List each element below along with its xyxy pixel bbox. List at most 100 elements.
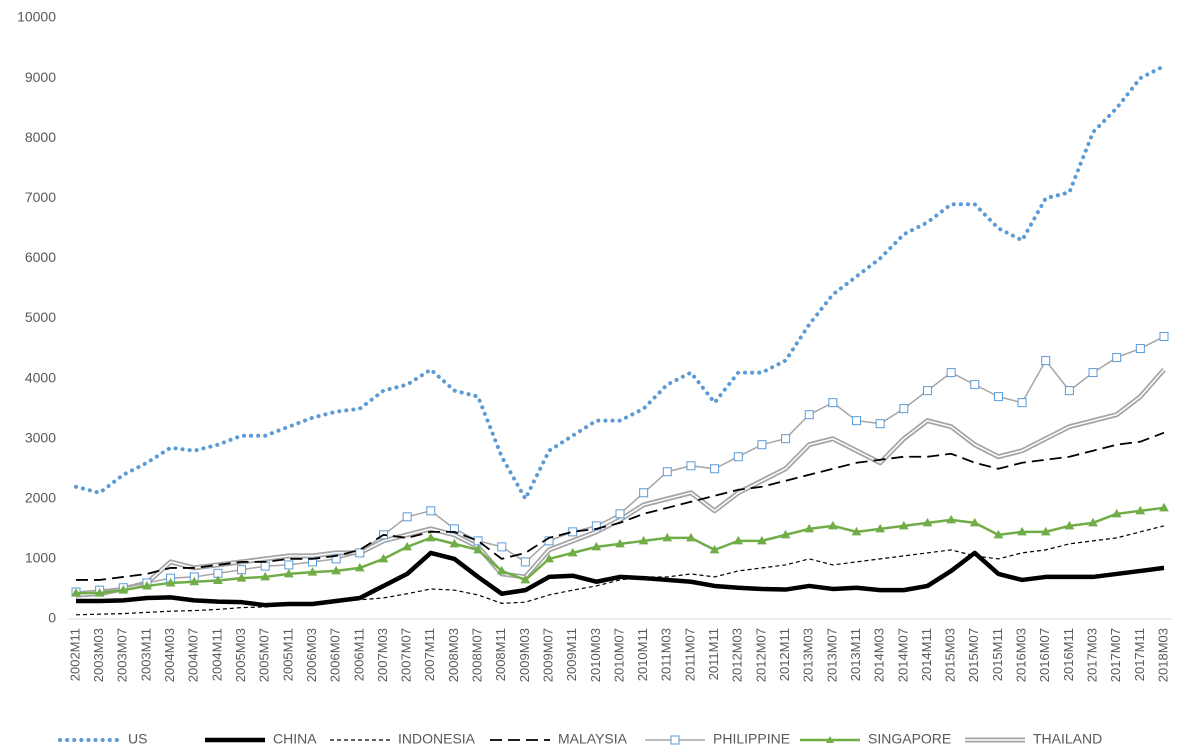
point-marker bbox=[686, 461, 696, 471]
point-marker bbox=[969, 517, 980, 527]
point-marker bbox=[970, 380, 980, 390]
point-marker bbox=[284, 568, 294, 578]
point-marker bbox=[851, 526, 862, 536]
series-line bbox=[75, 335, 1165, 593]
legend-label: SINGAPORE bbox=[868, 731, 951, 747]
point-marker bbox=[946, 514, 956, 524]
point-marker bbox=[189, 576, 200, 586]
x-tick-label: 2015M11 bbox=[990, 628, 1005, 681]
x-tick-label: 2010M07 bbox=[611, 628, 626, 682]
x-tick-label: 2004M07 bbox=[186, 628, 201, 682]
point-marker bbox=[402, 512, 412, 522]
point-marker bbox=[426, 506, 436, 516]
y-tick-label: 1000 bbox=[25, 550, 56, 566]
x-tick-label: 2005M07 bbox=[257, 628, 272, 682]
point-marker bbox=[1135, 344, 1145, 354]
point-marker bbox=[1112, 353, 1122, 363]
point-marker bbox=[402, 541, 412, 551]
x-tick-label: 2014M07 bbox=[895, 628, 910, 682]
point-marker bbox=[355, 548, 365, 558]
x-tick-label: 2016M03 bbox=[1014, 628, 1029, 682]
point-marker bbox=[1017, 526, 1027, 536]
y-tick-label: 4000 bbox=[25, 369, 56, 385]
point-marker bbox=[781, 434, 791, 444]
legend-label: MALAYSIA bbox=[558, 731, 628, 747]
point-marker bbox=[1088, 368, 1098, 378]
x-tick-label: 2016M11 bbox=[1061, 628, 1076, 681]
point-marker bbox=[1017, 398, 1027, 408]
y-tick-label: 8000 bbox=[25, 129, 56, 145]
x-tick-label: 2008M03 bbox=[446, 628, 461, 682]
y-tick-label: 9000 bbox=[25, 69, 56, 85]
point-marker bbox=[118, 585, 129, 594]
point-marker bbox=[71, 588, 81, 597]
point-marker bbox=[638, 535, 649, 545]
point-marker bbox=[354, 562, 365, 572]
point-marker bbox=[852, 416, 862, 426]
point-marker bbox=[733, 452, 743, 462]
x-tick-label: 2008M11 bbox=[493, 628, 508, 681]
point-marker bbox=[1064, 520, 1075, 530]
point-marker bbox=[922, 386, 932, 396]
point-marker bbox=[567, 547, 578, 557]
point-marker bbox=[1041, 356, 1051, 366]
point-marker bbox=[1159, 502, 1169, 512]
x-tick-label: 2003M07 bbox=[115, 628, 130, 682]
x-tick-label: 2009M11 bbox=[564, 628, 579, 681]
point-marker bbox=[662, 532, 673, 542]
point-marker bbox=[237, 565, 247, 575]
y-tick-label: 3000 bbox=[25, 429, 56, 445]
point-marker bbox=[591, 521, 601, 531]
x-tick-label: 2009M07 bbox=[540, 628, 555, 682]
x-tick-label: 2004M11 bbox=[209, 628, 224, 681]
point-marker bbox=[142, 580, 152, 590]
x-tick-label: 2011M03 bbox=[659, 628, 674, 681]
point-marker bbox=[497, 542, 507, 552]
point-marker bbox=[757, 440, 767, 450]
y-tick-label: 6000 bbox=[25, 249, 56, 265]
point-marker bbox=[1159, 332, 1169, 342]
point-marker bbox=[946, 368, 956, 378]
x-tick-label: 2012M11 bbox=[777, 628, 792, 681]
point-marker bbox=[449, 524, 459, 534]
x-tick-label: 2006M07 bbox=[328, 628, 343, 682]
x-tick-label: 2016M07 bbox=[1037, 628, 1052, 682]
series-line bbox=[76, 431, 1165, 581]
point-marker bbox=[473, 544, 483, 554]
x-tick-label: 2006M11 bbox=[351, 628, 366, 681]
point-marker bbox=[922, 517, 933, 527]
legend-marker bbox=[670, 735, 680, 745]
point-marker bbox=[804, 410, 814, 420]
point-marker bbox=[94, 588, 105, 597]
y-tick-label: 7000 bbox=[25, 189, 56, 205]
x-tick-label: 2012M03 bbox=[730, 628, 745, 682]
point-marker bbox=[260, 561, 270, 571]
point-marker bbox=[828, 398, 838, 408]
x-tick-label: 2014M03 bbox=[872, 628, 887, 682]
point-marker bbox=[378, 553, 389, 563]
x-tick-label: 2003M11 bbox=[138, 628, 153, 681]
y-tick-label: 2000 bbox=[25, 490, 56, 506]
point-marker bbox=[307, 567, 318, 576]
point-marker bbox=[1111, 508, 1122, 518]
x-tick-label: 2017M03 bbox=[1084, 628, 1099, 682]
point-marker bbox=[544, 553, 554, 563]
series-line bbox=[75, 367, 1166, 598]
point-marker bbox=[615, 538, 625, 548]
legend-marker bbox=[826, 736, 834, 743]
point-marker bbox=[165, 577, 176, 587]
point-marker bbox=[639, 488, 649, 498]
x-tick-label: 2018M03 bbox=[1155, 628, 1170, 682]
point-marker bbox=[520, 574, 531, 584]
point-marker bbox=[331, 565, 342, 575]
legend-label: INDONESIA bbox=[398, 731, 476, 747]
point-marker bbox=[804, 523, 815, 533]
x-tick-label: 2011M07 bbox=[682, 628, 697, 681]
point-marker bbox=[496, 565, 507, 575]
point-marker bbox=[993, 529, 1004, 539]
point-marker bbox=[615, 509, 625, 519]
point-marker bbox=[1088, 517, 1098, 527]
point-marker bbox=[260, 571, 271, 581]
point-marker bbox=[284, 560, 294, 570]
x-tick-label: 2017M11 bbox=[1132, 628, 1147, 681]
